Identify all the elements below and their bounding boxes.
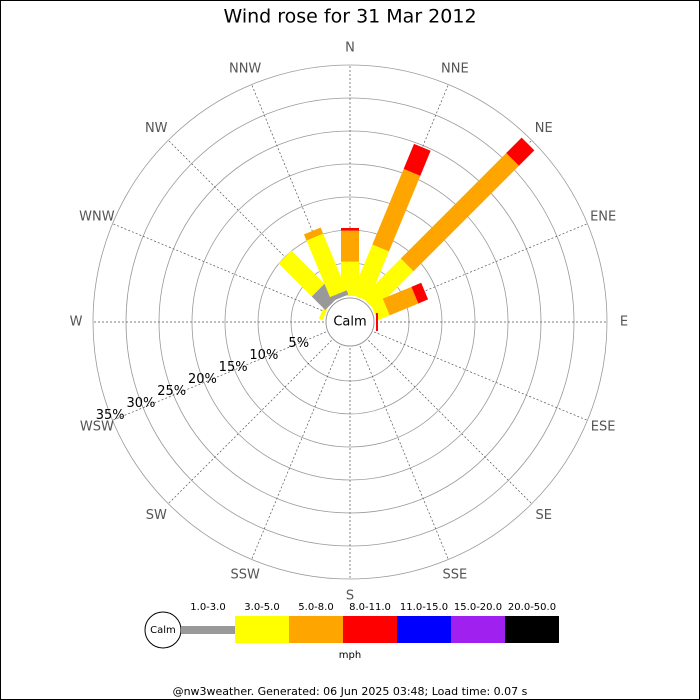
bar-segment <box>372 168 421 252</box>
ring-label: 5% <box>288 336 309 351</box>
direction-label: ENE <box>590 210 616 225</box>
bar-segment <box>376 313 378 331</box>
direction-label: SW <box>146 508 167 523</box>
grid-ring <box>224 196 476 448</box>
legend-label: 11.0-15.0 <box>400 602 448 613</box>
legend-swatch <box>343 616 397 643</box>
legend-label: 5.0-8.0 <box>298 602 333 613</box>
bar-segment <box>362 258 414 310</box>
bar-segment <box>382 286 419 316</box>
bar-segment <box>311 283 338 310</box>
spoke <box>373 331 588 421</box>
bar-segment <box>400 153 519 272</box>
spoke <box>168 340 332 504</box>
bar-segment <box>506 137 535 166</box>
spoke <box>168 140 332 304</box>
direction-label: WNW <box>79 210 115 225</box>
grid-ring <box>92 64 608 580</box>
spoke <box>359 84 449 299</box>
legend-swatch <box>397 616 451 643</box>
direction-label: SSE <box>442 568 467 583</box>
spoke <box>368 340 532 504</box>
direction-label: W <box>70 315 83 330</box>
spoke <box>112 331 327 421</box>
ring-label: 15% <box>219 360 248 375</box>
bar-segment <box>278 250 325 297</box>
legend-label: 1.0-3.0 <box>190 602 225 613</box>
spoke <box>251 345 341 560</box>
legend-swatch <box>505 616 559 643</box>
bar-segment <box>403 143 431 176</box>
direction-label: N <box>345 41 355 56</box>
direction-label: NNW <box>229 61 261 76</box>
spoke <box>251 84 341 299</box>
legend-label: 3.0-5.0 <box>244 602 279 613</box>
legend-label: 8.0-11.0 <box>349 602 391 613</box>
calm-label: Calm <box>333 315 366 330</box>
direction-label: WSW <box>80 419 114 434</box>
spoke <box>112 223 327 313</box>
ring-label: 20% <box>188 372 217 387</box>
direction-label: SSW <box>230 568 260 583</box>
spoke <box>373 223 588 313</box>
bar-segment <box>341 228 359 231</box>
bar-segment <box>341 230 359 262</box>
ring-label: 25% <box>157 384 186 399</box>
spoke <box>359 345 449 560</box>
direction-label: S <box>346 589 354 604</box>
direction-label: E <box>620 315 628 330</box>
bar-segment <box>329 290 349 302</box>
direction-label: ESE <box>591 419 616 434</box>
legend-calm-label: Calm <box>150 625 176 636</box>
bar-segment <box>370 298 390 321</box>
legend-swatch <box>451 616 505 643</box>
legend-swatch <box>181 626 235 634</box>
bar-segment <box>306 233 347 298</box>
ring-label: 30% <box>126 396 155 411</box>
bar-segment <box>303 227 324 241</box>
units: mph <box>339 650 361 661</box>
bar-segment <box>351 244 389 302</box>
legend-swatch <box>289 616 343 643</box>
legend-label: 20.0-50.0 <box>508 602 556 613</box>
bar-segment <box>341 261 359 296</box>
direction-label: NE <box>535 121 553 136</box>
direction-label: SE <box>536 508 552 523</box>
bar-segment <box>411 282 429 304</box>
direction-label: NNE <box>441 61 469 76</box>
legend-swatch <box>235 616 289 643</box>
legend-label: 15.0-20.0 <box>454 602 502 613</box>
footer: @nw3weather. Generated: 06 Jun 2025 03:4… <box>173 685 528 698</box>
ring-label: 35% <box>96 408 125 423</box>
calm-circle <box>325 297 375 347</box>
chart-title: Wind rose for 31 Mar 2012 <box>223 6 476 28</box>
ring-label: 10% <box>249 348 278 363</box>
direction-label: NW <box>145 121 168 136</box>
